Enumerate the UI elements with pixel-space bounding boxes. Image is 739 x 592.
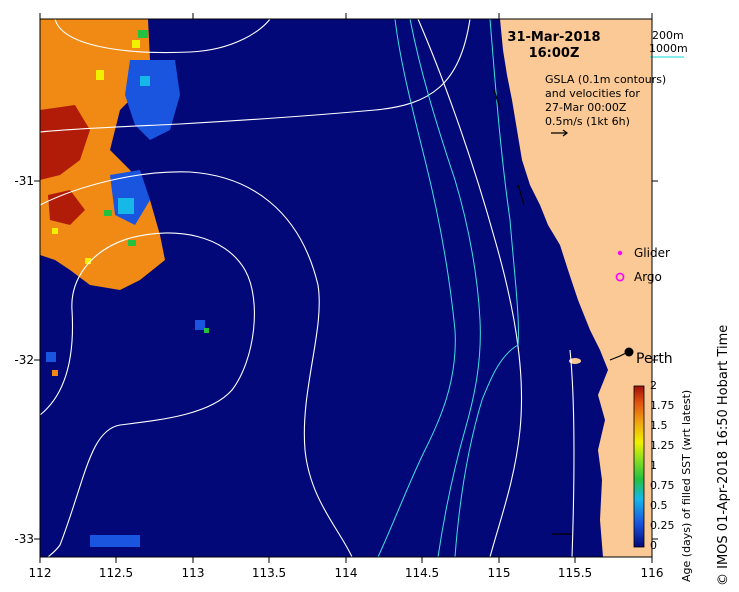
perth-label: Perth — [636, 351, 673, 367]
note-line-1: GSLA (0.1m contours) — [545, 73, 667, 86]
colorbar-tick-0-25: 0.25 — [650, 519, 675, 532]
lon-tick-115-5: 115.5 — [557, 566, 593, 580]
lon-tick-115: 115 — [487, 566, 511, 580]
colorbar-tick-0: 0 — [650, 539, 657, 552]
note-line-3: 27-Mar 00:00Z — [545, 101, 627, 114]
perth-icon — [624, 347, 634, 357]
isobaths — [377, 18, 519, 558]
gsla-contours — [39, 18, 575, 558]
colorbar-tick-2: 2 — [650, 379, 657, 392]
glider-label: Glider — [634, 246, 670, 260]
colorbar — [633, 385, 645, 548]
lon-tick-116: 116 — [640, 566, 664, 580]
lon-tick-112-5: 112.5 — [98, 566, 134, 580]
axis-ticks — [34, 13, 658, 563]
velocity-arrows — [493, 89, 572, 535]
lat-tick-31: -31 — [14, 174, 34, 188]
rottnest-island — [569, 358, 581, 364]
land-mass — [500, 19, 652, 557]
lon-tick-113-5: 113.5 — [251, 566, 287, 580]
colorbar-tick-1-75: 1.75 — [650, 399, 675, 412]
credit-label: © IMOS 01-Apr-2018 16:50 Hobart Time — [716, 324, 731, 586]
lat-tick-32: -32 — [14, 353, 34, 367]
colorbar-tick-0-75: 0.75 — [650, 479, 675, 492]
colorbar-tick-0-5: 0.5 — [650, 499, 668, 512]
header-date: 31-Mar-2018 — [507, 30, 601, 45]
sst-patches — [40, 19, 209, 547]
colorbar-tick-1: 1 — [650, 459, 657, 472]
argo-icon — [615, 272, 625, 282]
header-time: 16:00Z — [528, 46, 580, 61]
glider-icon — [617, 250, 623, 256]
note-line-4: 0.5m/s (1kt 6h) — [545, 115, 630, 128]
lon-tick-114: 114 — [334, 566, 358, 580]
colorbar-label: Age (days) of filled SST (wrt latest) — [680, 389, 693, 582]
perth-river — [609, 351, 629, 361]
lon-tick-114-5: 114.5 — [404, 566, 440, 580]
argo-label: Argo — [634, 270, 662, 284]
colorbar-tick-1-25: 1.25 — [650, 439, 675, 452]
lon-tick-113: 113 — [181, 566, 205, 580]
lat-tick-33: -33 — [14, 532, 34, 546]
isobath-200-label: 200m — [652, 29, 684, 42]
colorbar-tick-1-5: 1.5 — [650, 419, 668, 432]
isobath-1000-label: 1000m — [649, 42, 688, 55]
note-line-2: and velocities for — [545, 87, 640, 100]
lon-tick-112: 112 — [28, 566, 52, 580]
